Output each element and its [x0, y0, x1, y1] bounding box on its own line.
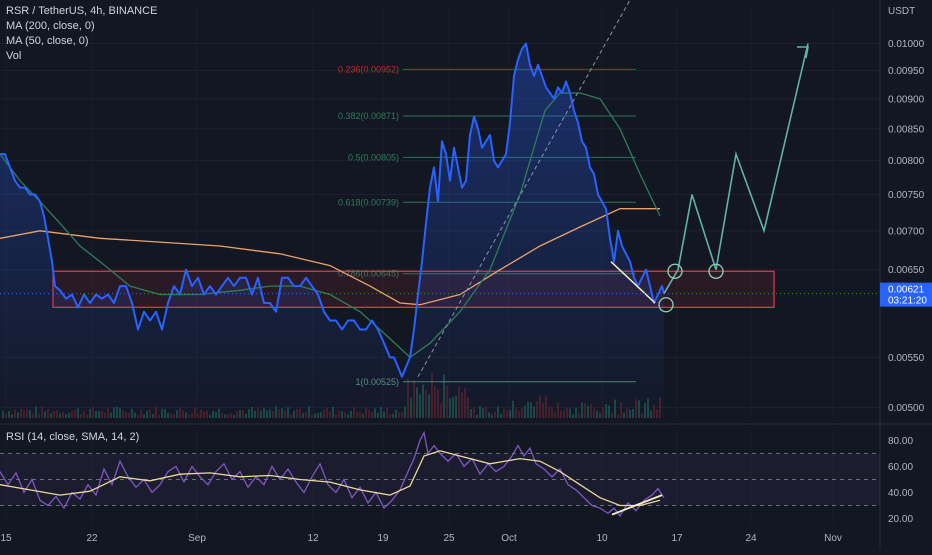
- axes: USDT 0.01000 0.00950 0.00900 0.00850 0.00800 0…: [0, 6, 932, 544]
- time-axis-tick: 12: [307, 533, 319, 544]
- fib-level-label: 0.786(0.00645): [338, 269, 399, 279]
- ma200-line: [0, 208, 660, 306]
- fib-level-label: 0.236(0.00952): [338, 64, 399, 74]
- ma50-line: [0, 92, 661, 359]
- price-axis-tick: 0.00800: [888, 156, 925, 167]
- rsi-axis-tick: 20.00: [888, 514, 913, 525]
- price-line: [0, 42, 665, 378]
- price-projection: [658, 43, 809, 313]
- target-circle: [658, 297, 674, 313]
- projection-path: [663, 43, 809, 295]
- rsi-axis-tick: 80.00: [888, 436, 913, 447]
- legend-symbol[interactable]: RSR / TetherUS, 4h, BINANCE: [6, 5, 158, 17]
- time-axis-tick: Oct: [501, 533, 517, 544]
- target-circle: [708, 263, 724, 279]
- price-area-fill: [0, 43, 664, 418]
- rsi-line: [0, 430, 665, 518]
- time-axis-tick: 22: [86, 533, 98, 544]
- rsi-axis-tick: 40.00: [888, 488, 913, 499]
- projection-arrowhead: [797, 46, 809, 59]
- legend-ma50[interactable]: MA (50, close, 0): [6, 35, 89, 47]
- price-axis-tick: 0.00750: [888, 190, 925, 201]
- time-axis-tick: Sep: [188, 533, 206, 544]
- price-axis-tick: 0.00500: [888, 403, 925, 414]
- time-axis-tick: 24: [745, 533, 757, 544]
- time-axis-tick: 25: [443, 533, 455, 544]
- fib-level-label: 0.382(0.00871): [338, 111, 399, 121]
- fib-level-label: 0.618(0.00739): [338, 197, 399, 207]
- time-axis-tick: 15: [0, 533, 12, 544]
- price-axis-unit: USDT: [888, 6, 915, 17]
- rsi-divergence-line: [611, 494, 663, 516]
- countdown-label: 03:21:20: [888, 296, 927, 307]
- rsi-axis-tick: 60.00: [888, 462, 913, 473]
- price-axis-tick: 0.00850: [888, 124, 925, 135]
- current-price-label: 0.00621: [888, 285, 925, 296]
- current-price-label-bg: [880, 282, 932, 307]
- rsi-panel: [0, 430, 880, 518]
- price-axis-tick: 0.00900: [888, 94, 925, 105]
- price-series: [0, 0, 880, 418]
- time-axis-tick: 19: [377, 533, 389, 544]
- price-axis-tick: 0.00700: [888, 226, 925, 237]
- rsi-ma-line: [0, 450, 661, 507]
- time-axis-tick: Nov: [824, 533, 842, 544]
- legend-vol[interactable]: Vol: [6, 50, 22, 62]
- time-axis-tick: 17: [671, 533, 683, 544]
- price-axis-tick: 0.00950: [888, 66, 925, 77]
- price-axis-tick: 0.00550: [888, 353, 925, 364]
- legend-rsi[interactable]: RSI (14, close, SMA, 14, 2): [6, 431, 140, 443]
- price-axis-tick: 0.01000: [888, 39, 925, 50]
- divergence-line: [610, 261, 656, 304]
- time-axis-tick: 10: [596, 533, 608, 544]
- trendline-dashed: [417, 0, 631, 378]
- fib-level-label: 0.5(0.00805): [348, 152, 399, 162]
- target-circle: [667, 263, 683, 279]
- price-axis-tick: 0.00650: [888, 265, 925, 276]
- legend-ma200[interactable]: MA (200, close, 0): [6, 20, 95, 32]
